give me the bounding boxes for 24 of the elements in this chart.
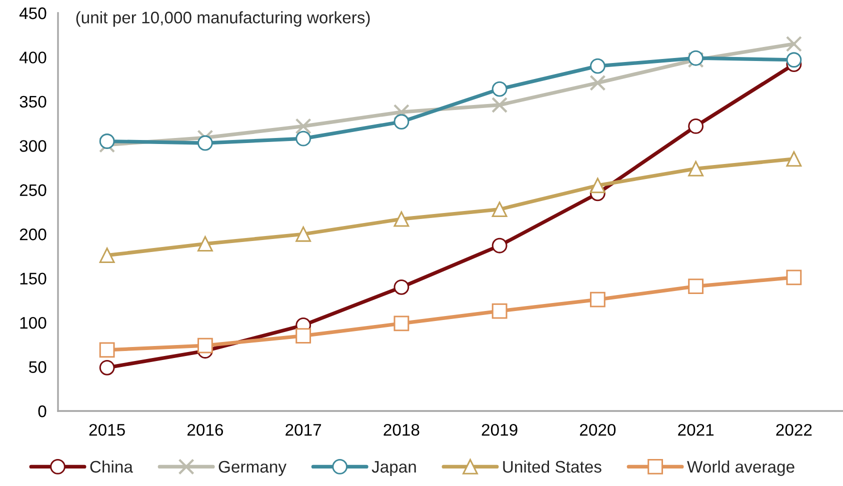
y-tick-label: 0 bbox=[38, 405, 46, 418]
y-tick-label: 150 bbox=[20, 272, 46, 285]
legend-label: China bbox=[90, 460, 133, 473]
legend-label: Japan bbox=[372, 461, 416, 476]
legend-label: United States bbox=[503, 460, 602, 473]
y-axis-title: (unit per 10,000 manufacturing workers) bbox=[76, 11, 370, 27]
y-tick-label: 100 bbox=[20, 316, 46, 329]
legend-label: World average bbox=[687, 460, 794, 476]
y-tick-label: 50 bbox=[29, 361, 46, 373]
y-tick-label: 400 bbox=[19, 52, 46, 64]
y-tick-label: 300 bbox=[20, 140, 46, 152]
x-tick-label: 2019 bbox=[482, 424, 518, 436]
x-tick-label: 2021 bbox=[678, 424, 714, 436]
y-tick-label: 350 bbox=[20, 96, 46, 108]
x-tick-label: 2017 bbox=[286, 424, 322, 436]
x-tick-label: 2022 bbox=[776, 424, 812, 436]
y-tick-label: 250 bbox=[20, 184, 46, 196]
x-tick-label: 2016 bbox=[187, 424, 223, 436]
x-tick-label: 2015 bbox=[89, 424, 125, 436]
legend-label: Germany bbox=[218, 460, 286, 476]
y-tick-label: 200 bbox=[20, 228, 46, 240]
x-tick-label: 2018 bbox=[384, 424, 420, 436]
y-tick-label: 450 bbox=[19, 7, 46, 20]
x-tick-label: 2020 bbox=[580, 424, 616, 436]
